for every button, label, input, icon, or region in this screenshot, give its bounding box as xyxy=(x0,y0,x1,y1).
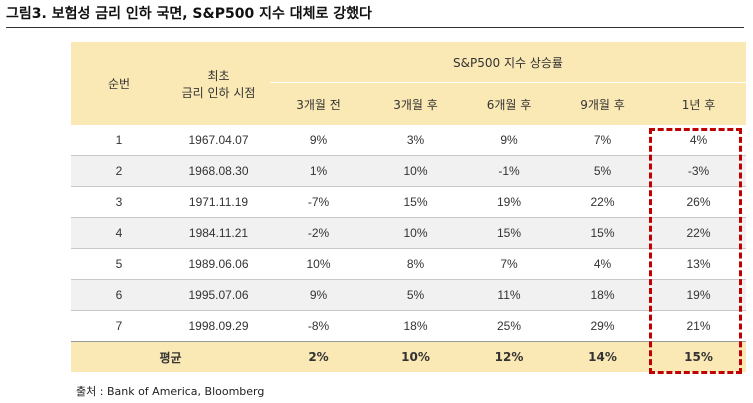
one-year-highlight-box xyxy=(649,128,742,374)
cell-value: 13% xyxy=(651,248,746,280)
cell-rank: 7 xyxy=(115,319,123,333)
table-row: 5 1989.06.06 10% 8% 7% 4% 13% xyxy=(71,248,746,280)
cell-value: 29% xyxy=(590,319,615,333)
cell-value: 19% xyxy=(464,186,554,218)
cell-value: 8% xyxy=(367,248,464,280)
cell-value: 26% xyxy=(651,186,746,218)
table-row: 3 1971.11.19 -7% 15% 19% 22% 26% xyxy=(71,186,746,218)
cell-value: 1% xyxy=(270,155,367,187)
cell-value: 10% xyxy=(367,217,464,249)
cell-value: -1% xyxy=(464,155,554,187)
cell-date: 1968.08.30 xyxy=(167,155,270,187)
source-note: 출처 : Bank of America, Bloomberg xyxy=(76,385,265,398)
average-value: 15% xyxy=(651,341,746,372)
cell-value: 22% xyxy=(651,217,746,249)
figure-title: 그림3. 보험성 금리 인하 국면, S&P500 지수 대체로 강했다 xyxy=(6,6,372,22)
cell-value: 3% xyxy=(367,125,464,156)
cell-date: 1998.09.29 xyxy=(188,319,249,333)
table-row: 7 1998.09.29 -8% 18% 25% 29% 21% xyxy=(71,311,746,342)
average-label: 평균 xyxy=(71,341,270,372)
cell-value: 9% xyxy=(270,125,367,156)
sp500-returns-table: 순번 최초 금리 인하 시점 S&P500 지수 상승률 3개월 전 3개월 후… xyxy=(71,42,746,372)
cell-rank: 1 xyxy=(71,125,167,156)
header-group-sp500: S&P500 지수 상승률 xyxy=(270,42,746,83)
cell-value: 9% xyxy=(464,125,554,156)
cell-value: 10% xyxy=(367,155,464,187)
cell-value: 7% xyxy=(554,125,651,156)
header-period: 1년 후 xyxy=(651,82,746,125)
header-period: 3개월 전 xyxy=(270,82,367,125)
average-value: 2% xyxy=(270,341,367,372)
header-date-line1: 최초 xyxy=(207,68,230,83)
cell-date: 1971.11.19 xyxy=(167,186,270,218)
average-value: 12% xyxy=(464,341,554,372)
average-value: 10% xyxy=(367,341,464,372)
header-period: 3개월 후 xyxy=(367,82,464,125)
cell-value: 15% xyxy=(464,217,554,249)
cell-value: 21% xyxy=(686,319,711,333)
cell-rank: 2 xyxy=(71,155,167,187)
header-first-cut-date: 최초 금리 인하 시점 xyxy=(167,42,270,125)
cell-value: 10% xyxy=(270,248,367,280)
table-row: 4 1984.11.21 -2% 10% 15% 15% 22% xyxy=(71,217,746,249)
cell-value: 18% xyxy=(554,279,651,311)
cell-rank: 5 xyxy=(71,248,167,280)
cell-rank: 4 xyxy=(71,217,167,249)
title-divider xyxy=(6,27,744,28)
header-date-line2: 금리 인하 시점 xyxy=(181,85,256,100)
cell-value: 5% xyxy=(554,155,651,187)
cell-value: 25% xyxy=(496,319,522,333)
cell-date: 1989.06.06 xyxy=(167,248,270,280)
cell-value: 19% xyxy=(651,279,746,311)
table-row: 6 1995.07.06 9% 5% 11% 18% 19% xyxy=(71,279,746,311)
cell-value: -2% xyxy=(270,217,367,249)
table-row: 2 1968.08.30 1% 10% -1% 5% -3% xyxy=(71,155,746,187)
cell-rank: 6 xyxy=(71,279,167,311)
header-period: 9개월 후 xyxy=(554,82,651,125)
cell-value: -3% xyxy=(651,155,746,187)
cell-value: 22% xyxy=(554,186,651,218)
cell-value: 7% xyxy=(464,248,554,280)
cell-date: 1967.04.07 xyxy=(167,125,270,156)
cell-rank: 3 xyxy=(71,186,167,218)
cell-value: 5% xyxy=(367,279,464,311)
average-value: 14% xyxy=(554,341,651,372)
cell-value: 18% xyxy=(403,319,428,333)
cell-value: 15% xyxy=(367,186,464,218)
cell-value: -8% xyxy=(307,319,330,333)
cell-value: 9% xyxy=(270,279,367,311)
cell-value: 11% xyxy=(464,279,554,311)
header-period: 6개월 후 xyxy=(464,82,554,125)
cell-date: 1984.11.21 xyxy=(167,217,270,249)
average-row: 평균 2% 10% 12% 14% 15% xyxy=(71,341,746,372)
cell-date: 1995.07.06 xyxy=(167,279,270,311)
cell-value: -7% xyxy=(270,186,367,218)
cell-value: 4% xyxy=(554,248,651,280)
cell-value: 15% xyxy=(554,217,651,249)
table-row: 1 1967.04.07 9% 3% 9% 7% 4% xyxy=(71,125,746,156)
header-rank: 순번 xyxy=(71,42,167,125)
